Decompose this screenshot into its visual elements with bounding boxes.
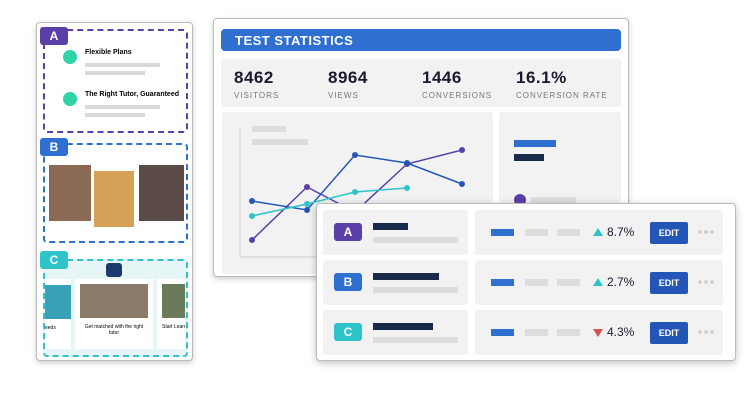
variants-panel: A 8.7% EDIT B 2.7% EDIT C 4.3% EDIT xyxy=(316,203,736,361)
more-dots xyxy=(697,280,715,284)
edit-button[interactable]: EDIT xyxy=(650,272,688,294)
trend-arrow xyxy=(593,228,603,236)
placeholder xyxy=(491,329,514,336)
change: 2.7% xyxy=(607,275,635,289)
badge: B xyxy=(40,138,68,156)
more-dots xyxy=(697,230,715,234)
stat-label: CONVERSION RATE xyxy=(516,91,608,100)
card-text: eeds xyxy=(45,325,56,331)
trend-arrow xyxy=(593,329,603,337)
placeholder xyxy=(557,279,580,286)
placeholder xyxy=(525,279,548,286)
card: eeds xyxy=(45,279,71,349)
stat-value: 8964 xyxy=(328,68,368,87)
trend-arrow xyxy=(593,278,603,286)
placeholder xyxy=(373,273,439,280)
variant-info: C xyxy=(323,310,468,355)
stat-label: VIEWS xyxy=(328,91,359,100)
card: Start Learn xyxy=(157,279,185,349)
placeholder xyxy=(252,126,286,132)
section-b xyxy=(43,143,188,243)
line xyxy=(251,187,408,217)
change: 4.3% xyxy=(607,325,635,339)
stat-value: 8462 xyxy=(234,68,274,87)
placeholder xyxy=(373,237,458,243)
card: Get matched with the right tutor xyxy=(75,279,153,349)
placeholder xyxy=(85,105,160,109)
icon xyxy=(63,92,77,106)
change: 8.7% xyxy=(607,225,635,239)
placeholder xyxy=(525,329,548,336)
badge: A xyxy=(40,27,68,45)
placeholder xyxy=(373,337,458,343)
stat-value: 16.1% xyxy=(516,68,567,87)
item-title: The Right Tutor, Guaranteed xyxy=(85,91,179,98)
placeholder xyxy=(557,229,580,236)
icon xyxy=(63,50,77,64)
placeholder xyxy=(491,279,514,286)
badge: A xyxy=(334,223,362,241)
card-text: Get matched with the right tutor xyxy=(84,324,144,336)
edit-button[interactable]: EDIT xyxy=(650,322,688,344)
variant-result: 8.7% EDIT xyxy=(475,210,723,255)
stat: 1446 CONVERSIONS xyxy=(422,68,492,100)
badge: B xyxy=(334,273,362,291)
more-dots xyxy=(697,330,715,334)
phone-panel: A Flexible Plans The Right Tutor, Guaran… xyxy=(36,22,193,361)
variant-result: 4.3% EDIT xyxy=(475,310,723,355)
placeholder xyxy=(85,71,145,75)
card-text: Start Learn xyxy=(162,324,185,330)
stat-label: CONVERSIONS xyxy=(422,91,493,100)
edit-button[interactable]: EDIT xyxy=(650,222,688,244)
badge: C xyxy=(334,323,362,341)
stats-bar: 8462 VISITORS 8964 VIEWS 1446 CONVERSIONS 16.1… xyxy=(221,59,621,107)
variant-result: 2.7% EDIT xyxy=(475,260,723,305)
icon xyxy=(106,263,122,277)
stat-label: VISITORS xyxy=(234,91,280,100)
stat: 8964 VIEWS xyxy=(328,68,368,100)
placeholder xyxy=(85,113,145,117)
variant-info: B xyxy=(323,260,468,305)
badge: C xyxy=(40,251,68,269)
placeholder xyxy=(373,223,408,230)
placeholder xyxy=(525,229,548,236)
stat-value: 1446 xyxy=(422,68,462,87)
stat: 8462 VISITORS xyxy=(234,68,279,100)
placeholder xyxy=(491,229,514,236)
item-title: Flexible Plans xyxy=(85,49,132,56)
placeholder xyxy=(252,139,308,145)
dashboard-title: TEST STATISTICS xyxy=(221,29,621,51)
line xyxy=(251,154,463,211)
placeholder xyxy=(557,329,580,336)
placeholder xyxy=(373,323,433,330)
placeholder xyxy=(85,63,160,67)
photo xyxy=(94,171,134,227)
photo xyxy=(49,165,91,221)
photo xyxy=(139,165,184,221)
variant-info: A xyxy=(323,210,468,255)
section-a xyxy=(43,29,188,133)
stat: 16.1% CONVERSION RATE xyxy=(516,68,608,100)
placeholder xyxy=(373,287,458,293)
